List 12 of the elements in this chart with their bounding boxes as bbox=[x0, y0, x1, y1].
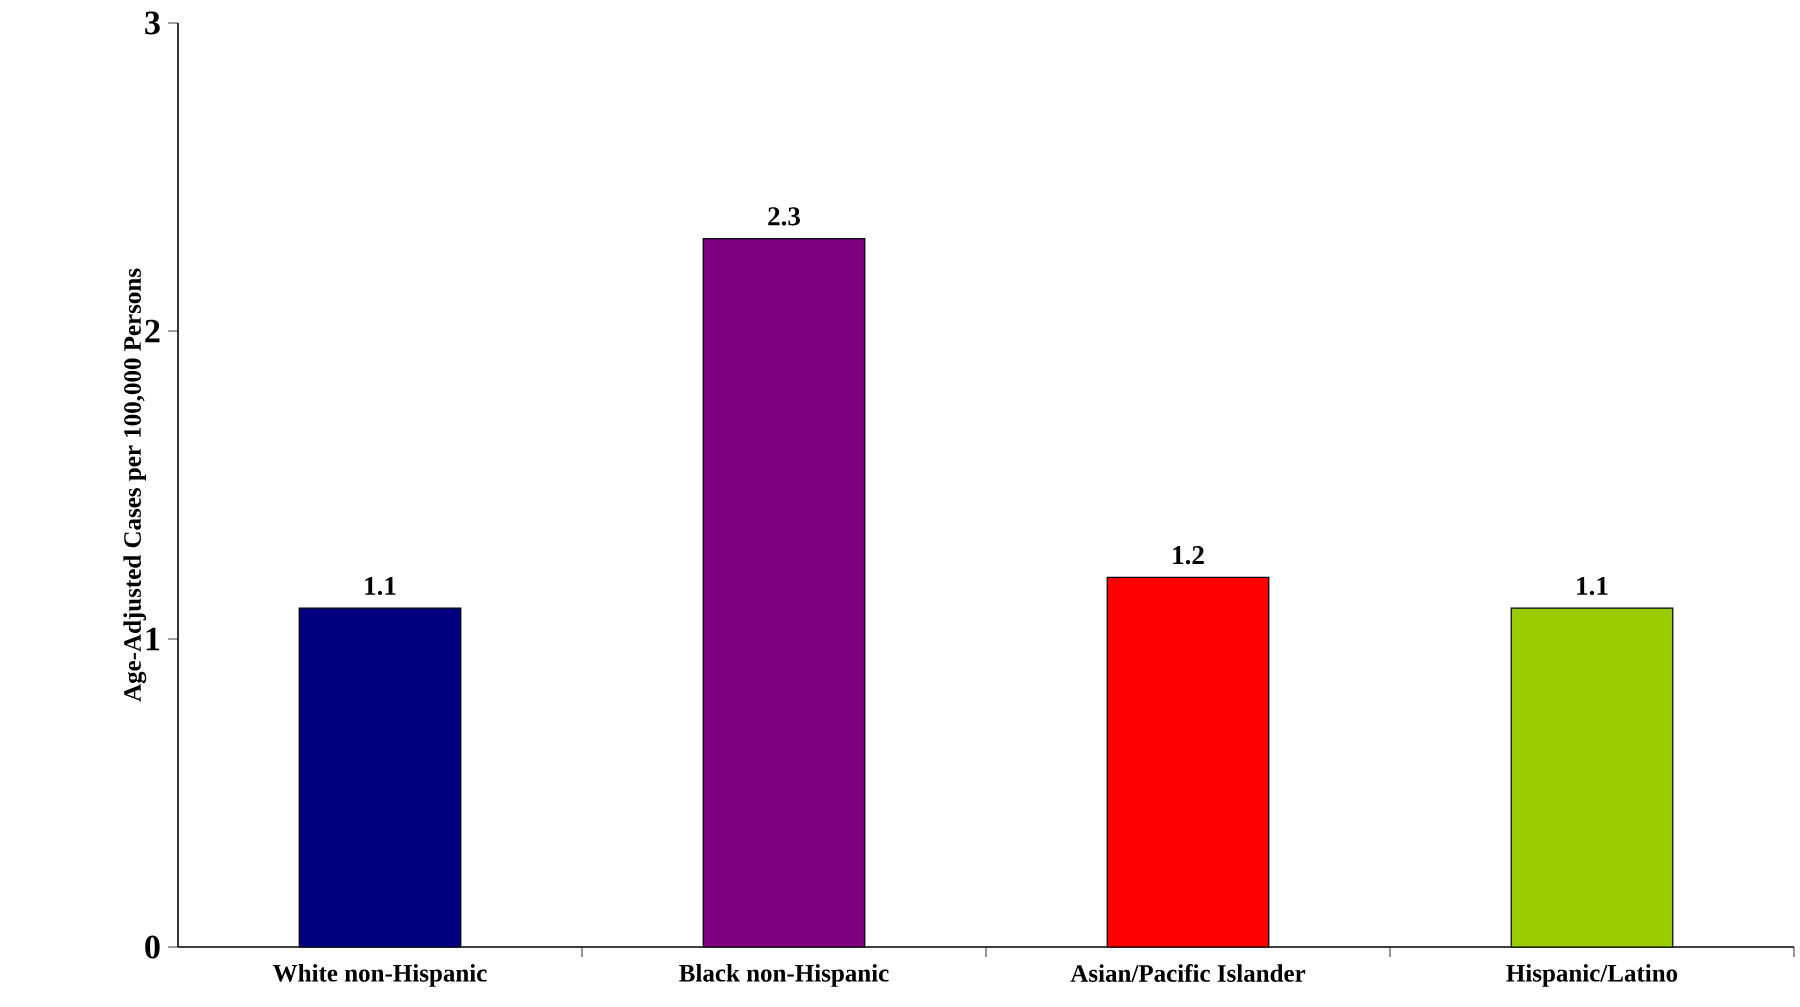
x-tick-label: Asian/Pacific Islander bbox=[1070, 964, 1306, 982]
y-tick-label: 0 bbox=[145, 935, 160, 959]
data-label: 2.3 bbox=[768, 207, 800, 226]
data-label: 1.2 bbox=[1173, 546, 1204, 565]
x-tick-label: Black non-Hispanic bbox=[679, 964, 889, 987]
y-tick-label: 3 bbox=[145, 11, 160, 35]
y-tick-label: 2 bbox=[145, 319, 160, 343]
x-tick-label: Hispanic/Latino bbox=[1506, 964, 1678, 987]
data-label: 1.1 bbox=[365, 576, 396, 596]
y-tick-label: 1 bbox=[146, 627, 160, 651]
data-label: 1.1 bbox=[1577, 576, 1608, 596]
x-tick-label: White non-Hispanic bbox=[273, 964, 487, 987]
